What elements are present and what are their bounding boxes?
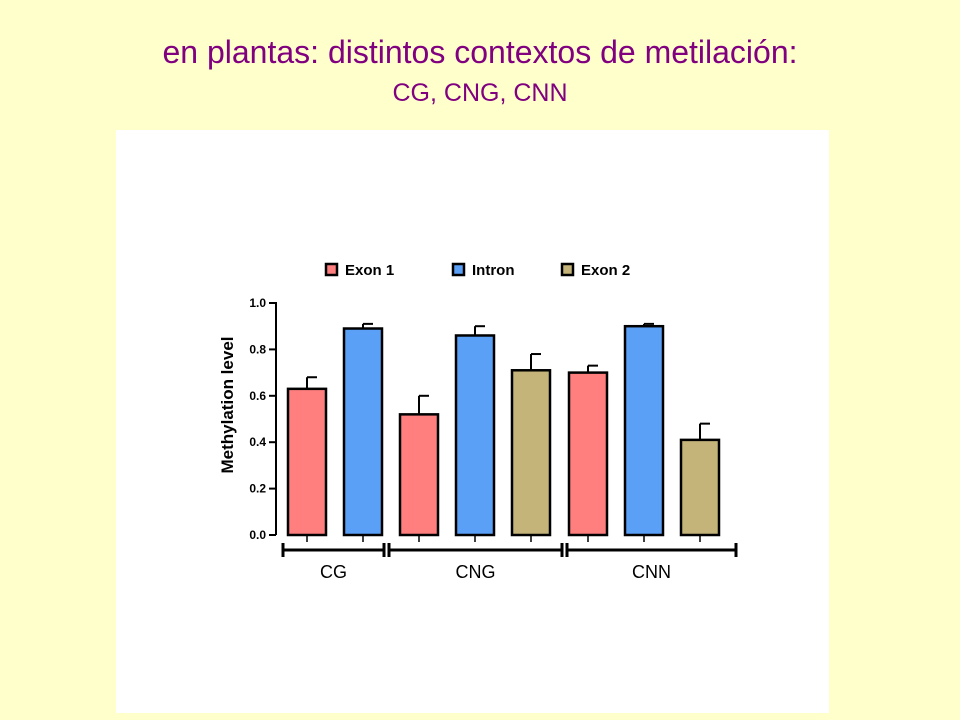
chart-bars <box>286 322 721 542</box>
bar <box>398 413 440 537</box>
bar <box>510 369 552 537</box>
slide-title: en plantas: distintos contextos de metil… <box>162 34 798 70</box>
x-axis: CG CNG CNN <box>281 543 738 582</box>
legend-swatch <box>560 262 575 277</box>
chart-legend: Exon 1 Intron Exon 2 <box>324 262 630 279</box>
y-tick-label: 0.4 <box>249 435 266 449</box>
chart-panel: Exon 1 Intron Exon 2 0.0 0.2 0.4 0.6 0.8 1.0 CG… <box>116 130 829 713</box>
bar <box>342 327 384 537</box>
bar-chart: Exon 1 Intron Exon 2 0.0 0.2 0.4 0.6 0.8 1.0 CG… <box>218 262 738 582</box>
bar <box>679 438 721 537</box>
bar <box>623 324 665 537</box>
bar <box>454 334 496 537</box>
y-tick-label: 0.2 <box>249 482 266 496</box>
legend-swatch <box>324 262 339 277</box>
y-tick-label: 1.0 <box>249 296 266 310</box>
y-axis-label: Methylation level <box>218 337 237 474</box>
legend-label: Intron <box>472 262 515 279</box>
x-category-label: CNN <box>632 562 671 582</box>
slide-subtitle: CG, CNG, CNN <box>392 79 568 107</box>
y-axis: 0.0 0.2 0.4 0.6 0.8 1.0 <box>249 296 277 542</box>
legend-swatch <box>451 262 466 277</box>
bar <box>286 387 328 537</box>
bar <box>567 371 609 537</box>
legend-label: Exon 2 <box>581 262 630 279</box>
y-tick-label: 0.8 <box>249 342 266 356</box>
x-category-label: CNG <box>456 562 496 582</box>
y-tick-label: 0.6 <box>249 389 266 403</box>
y-tick-label: 0.0 <box>249 528 266 542</box>
legend-label: Exon 1 <box>345 262 394 279</box>
x-category-label: CG <box>320 562 347 582</box>
